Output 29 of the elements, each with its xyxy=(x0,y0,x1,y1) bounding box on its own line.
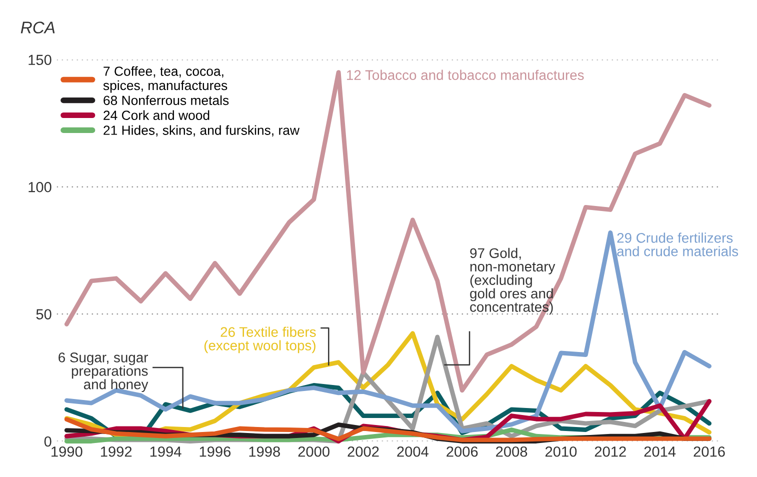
series-label: 29 Crude fertilizers and crude materials xyxy=(617,232,738,256)
x-tick-label: 2014 xyxy=(644,446,676,457)
text: 97 Gold, non-monetary (excluding gold ores and concentrates) xyxy=(470,248,556,315)
y-tick-label: 150 xyxy=(28,54,52,66)
x-tick-label: 2012 xyxy=(594,446,626,457)
series-label: 26 Textile fibers (except wool tops) xyxy=(204,326,316,354)
x-tick-label: 2010 xyxy=(545,446,577,457)
x-tick-label: 1990 xyxy=(52,446,82,457)
x-tick-label: 1992 xyxy=(100,446,132,457)
x-tick-label: 1994 xyxy=(150,446,182,457)
y-tick-label: 50 xyxy=(36,309,52,320)
legend-label: 68 Nonferrous metals xyxy=(104,95,229,106)
x-tick-label: 2004 xyxy=(397,446,428,457)
y-tick-label: 0 xyxy=(44,436,52,447)
x-tick-label: 2016 xyxy=(694,446,725,457)
x-tick-label: 2000 xyxy=(298,446,330,457)
x-tick-label: 1998 xyxy=(249,446,280,457)
legend-label: 24 Cork and wood xyxy=(104,110,210,120)
x-tick-label: 2008 xyxy=(496,446,528,457)
y-tick-label: 100 xyxy=(28,182,52,192)
legend-label: 7 Coffee, tea, cocoa, spices, manufactures xyxy=(103,66,228,93)
x-tick-label: 2002 xyxy=(348,446,379,457)
x-tick-label: 1996 xyxy=(200,446,231,457)
line-series xyxy=(64,417,712,442)
y-axis-title: RCA xyxy=(20,22,55,34)
series-label: 6 Sugar, sugar preparations and honey xyxy=(58,352,148,392)
x-tick-label: 2006 xyxy=(446,446,478,457)
series-label: 12 Tobacco and tobacco manufactures xyxy=(347,70,584,80)
legend-label: 21 Hides, skins, and furskins, raw xyxy=(104,125,300,136)
